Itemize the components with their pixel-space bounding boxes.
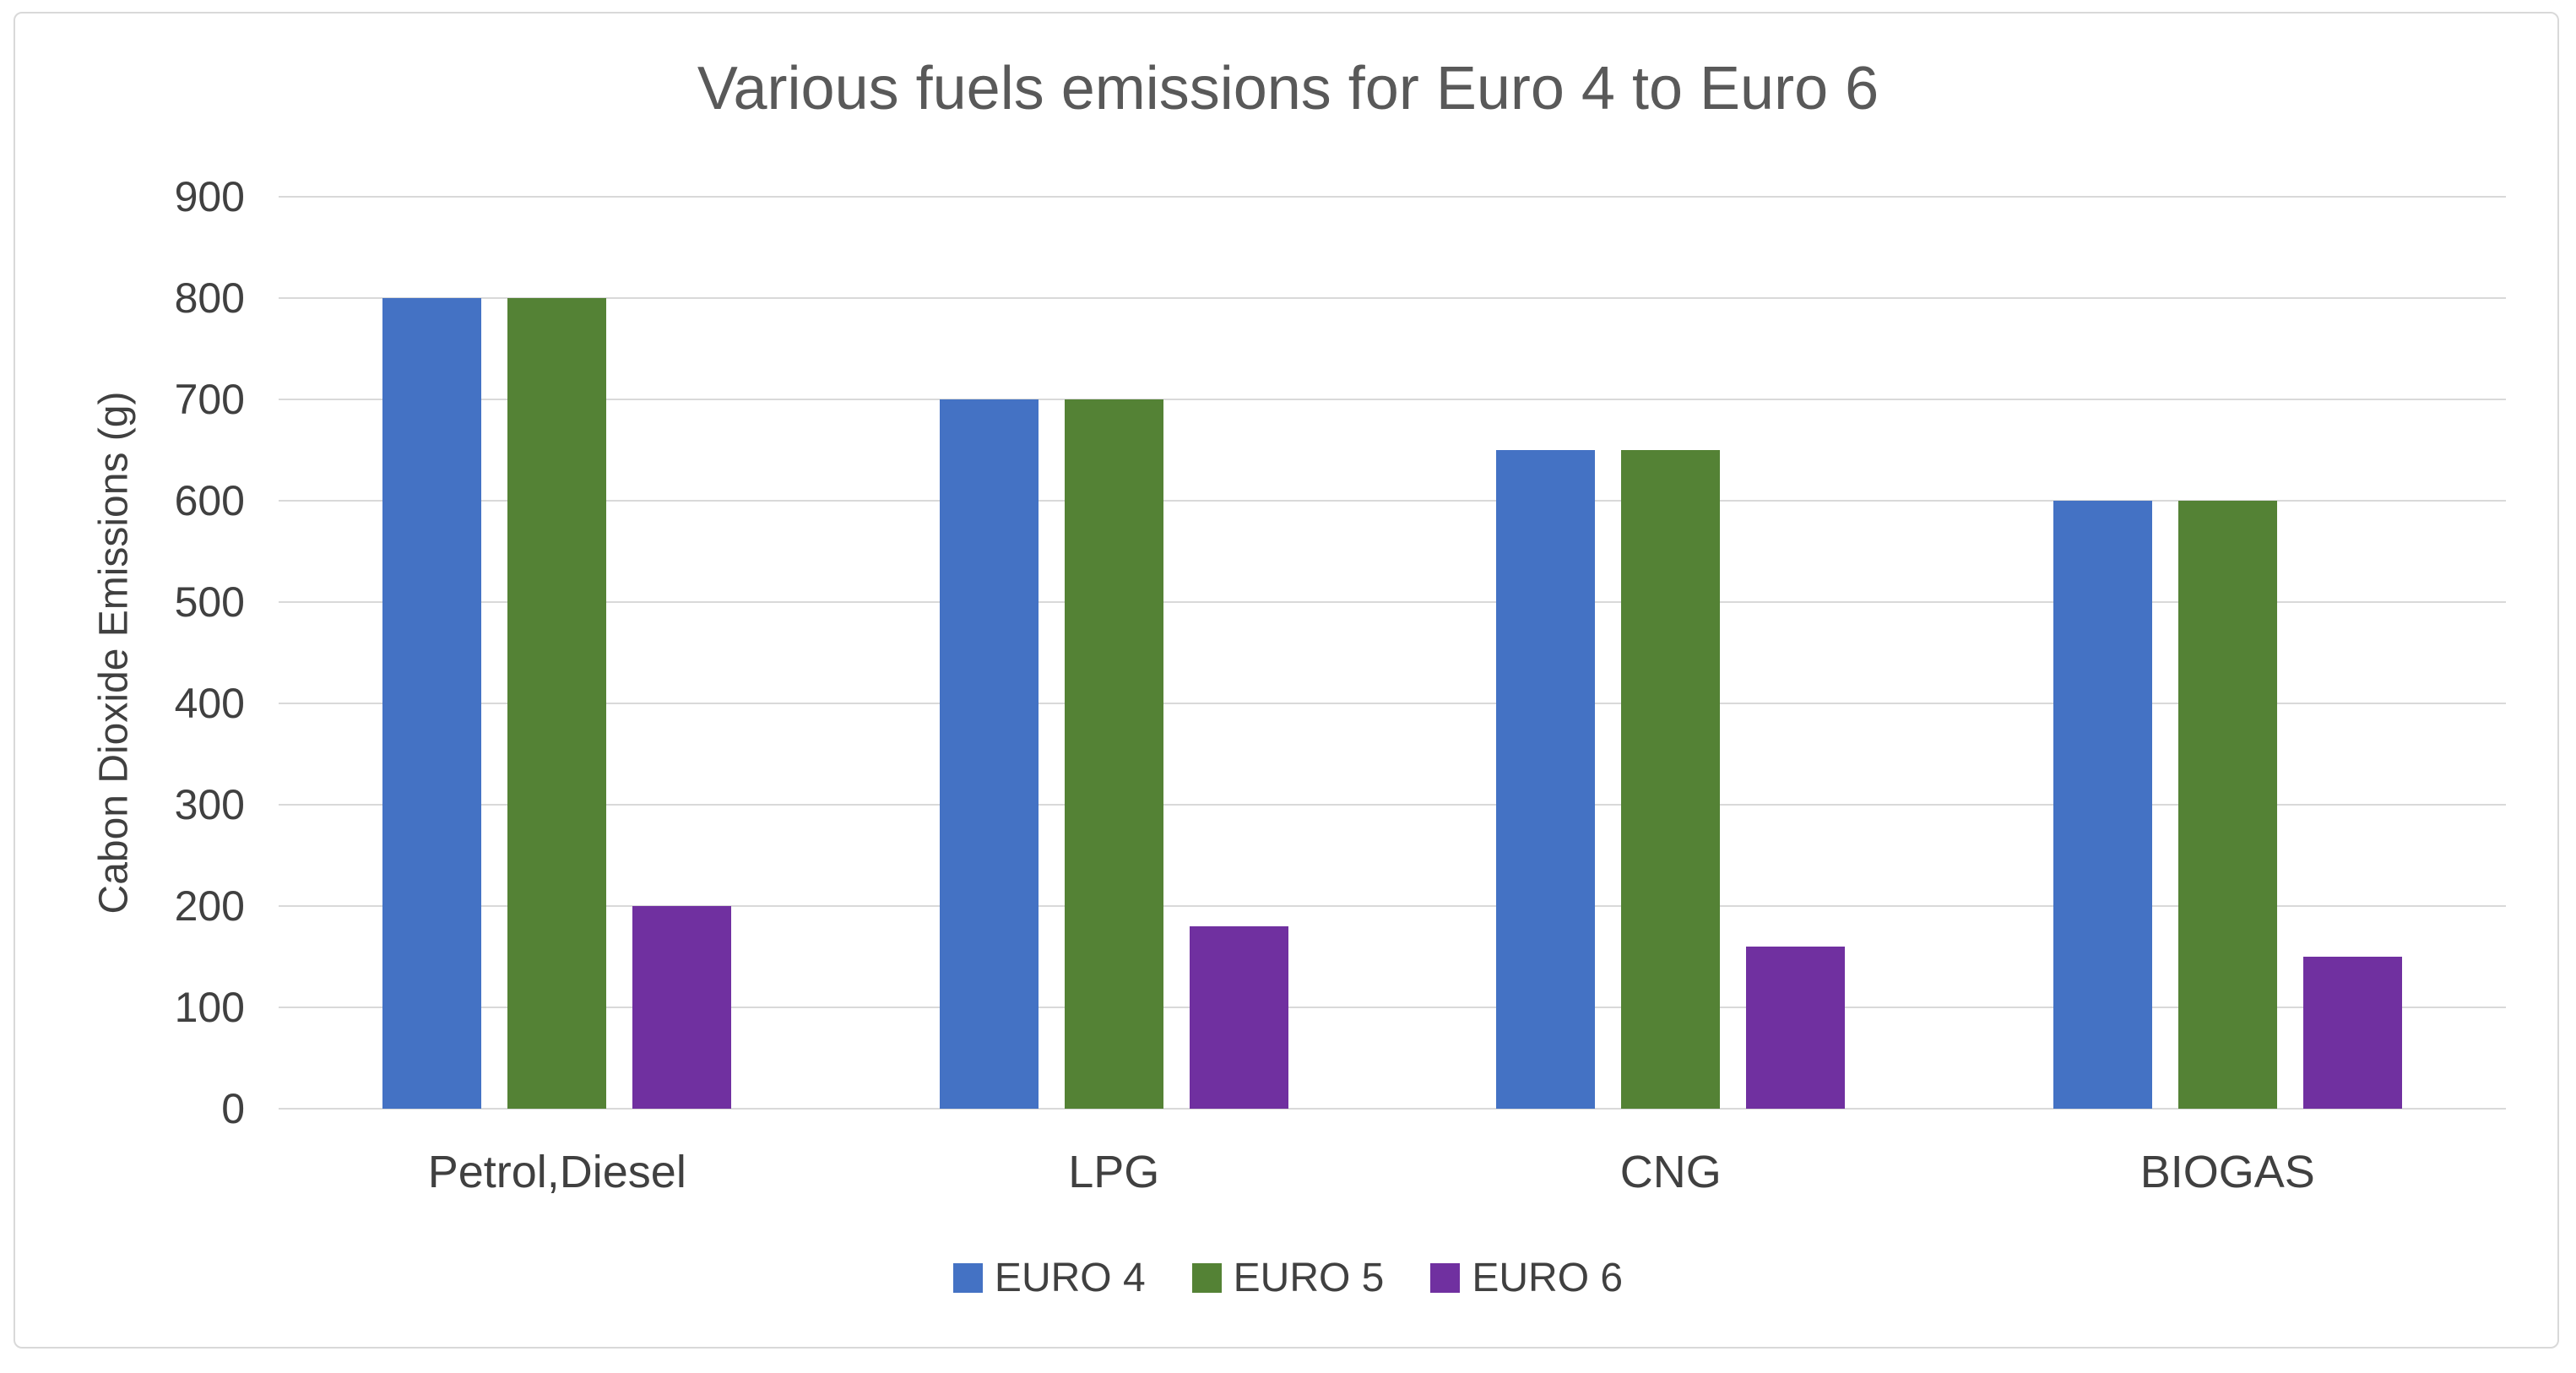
y-tick-label-800: 800 [174, 274, 245, 322]
bar-euro-5-cng [1621, 450, 1721, 1109]
gridline-400 [279, 703, 2506, 704]
gridline-700 [279, 398, 2506, 400]
plot-area [279, 196, 2506, 1110]
bar-euro-4-biogas [2053, 501, 2152, 1109]
bar-group-lpg [836, 197, 1393, 1109]
legend-item-euro-6: EURO 6 [1430, 1255, 1623, 1301]
bar-euro-6-petrol-diesel [632, 906, 732, 1109]
y-tick-label-500: 500 [174, 578, 245, 626]
y-tick-label-400: 400 [174, 680, 245, 727]
bar-group-cng [1392, 197, 1950, 1109]
gridline-200 [279, 905, 2506, 907]
category-label-lpg: LPG [1068, 1147, 1160, 1197]
gridline-800 [279, 296, 2506, 299]
legend-label-euro-6: EURO 6 [1472, 1256, 1624, 1300]
bar-euro-4-lpg [939, 399, 1039, 1109]
bar-groups [279, 197, 2506, 1109]
legend-label-euro-5: EURO 5 [1233, 1256, 1385, 1300]
bar-euro-4-cng [1496, 450, 1596, 1109]
gridline-500 [279, 600, 2506, 603]
gridline-300 [279, 803, 2506, 806]
gridline-0 [279, 1108, 2506, 1110]
bar-group-biogas [1950, 197, 2507, 1109]
y-tick-label-700: 700 [174, 376, 245, 423]
y-tick-label-100: 100 [174, 984, 245, 1031]
gridline-600 [279, 499, 2506, 502]
bar-euro-5-petrol-diesel [507, 298, 607, 1109]
category-label-cng: CNG [1619, 1147, 1722, 1197]
legend-swatch-euro-6 [1430, 1263, 1461, 1293]
x-axis-labels: Petrol,Diesel LPG CNG BIOGAS [279, 1145, 2506, 1199]
bar-group-petrol-diesel [279, 197, 836, 1109]
bar-euro-5-biogas [2177, 501, 2277, 1109]
bar-euro-4-petrol-diesel [382, 298, 482, 1109]
bar-euro-6-lpg [1189, 926, 1288, 1109]
legend-label-euro-4: EURO 4 [994, 1256, 1146, 1300]
gridline-900 [279, 196, 2506, 198]
y-tick-label-0: 0 [221, 1085, 245, 1132]
y-tick-label-900: 900 [174, 173, 245, 220]
category-label-petrol-diesel: Petrol,Diesel [427, 1147, 686, 1197]
gridline-100 [279, 1006, 2506, 1008]
legend-swatch-euro-4 [952, 1263, 983, 1293]
y-tick-label-300: 300 [174, 781, 245, 828]
legend: EURO 4 EURO 5 EURO 6 [0, 1255, 2576, 1301]
y-tick-label-200: 200 [174, 882, 245, 930]
category-label-biogas: BIOGAS [2139, 1147, 2315, 1197]
legend-item-euro-4: EURO 4 [952, 1255, 1146, 1301]
chart-title: Various fuels emissions for Euro 4 to Eu… [697, 55, 1879, 122]
y-tick-label-600: 600 [174, 477, 245, 524]
bar-euro-6-cng [1746, 947, 1846, 1109]
legend-item-euro-5: EURO 5 [1191, 1255, 1385, 1301]
y-axis-tick-labels: 0 100 200 300 400 500 600 700 800 900 [0, 173, 262, 1132]
bar-euro-6-biogas [2302, 957, 2402, 1109]
legend-swatch-euro-5 [1191, 1263, 1222, 1293]
bar-euro-5-lpg [1064, 399, 1163, 1109]
